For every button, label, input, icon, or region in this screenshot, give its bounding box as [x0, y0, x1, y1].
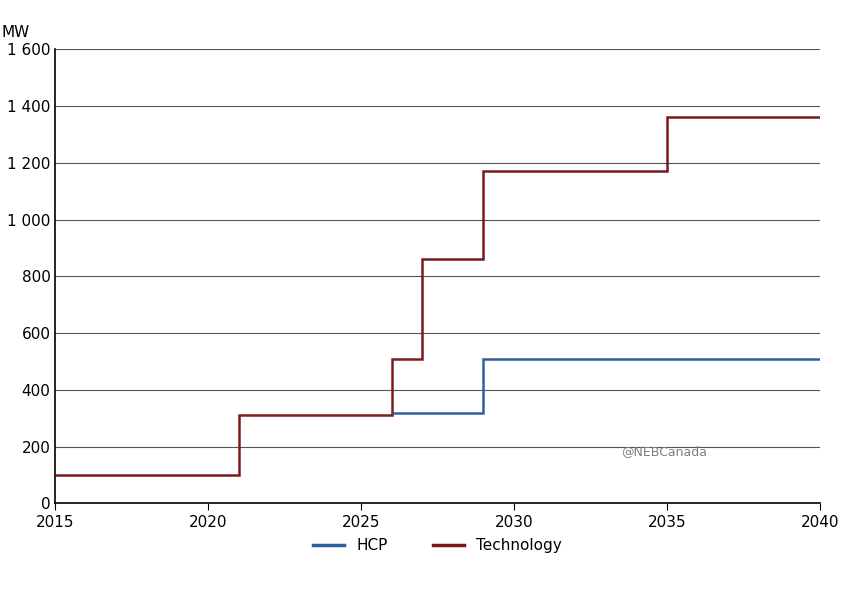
Text: @NEBCanada: @NEBCanada	[621, 445, 707, 458]
Legend: HCP, Technology: HCP, Technology	[307, 532, 568, 559]
Text: MW: MW	[2, 25, 30, 40]
